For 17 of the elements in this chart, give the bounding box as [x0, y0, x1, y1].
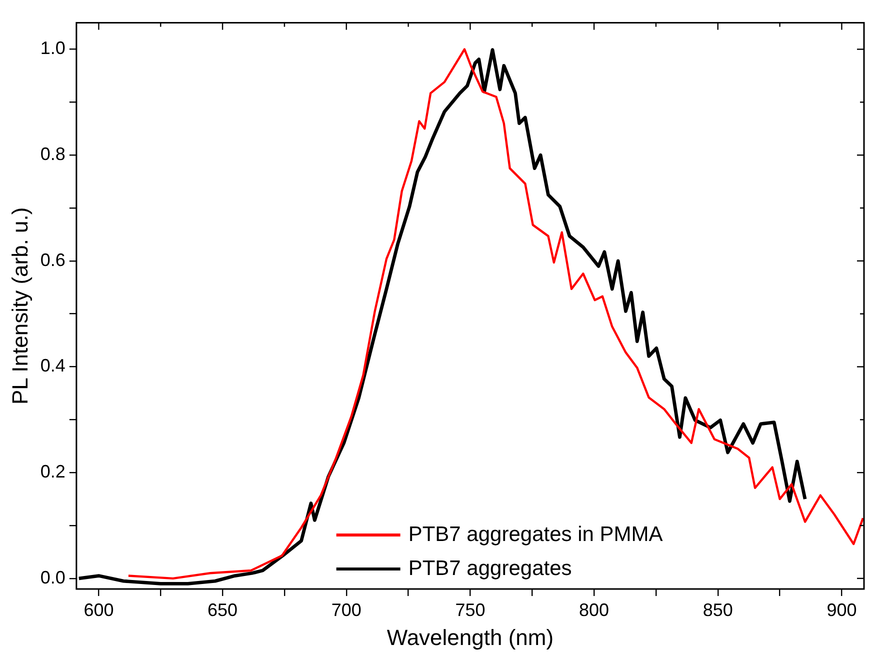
- x-tick-label: 850: [702, 600, 733, 620]
- y-tick-label: 0.0: [40, 567, 66, 588]
- y-tick-label: 0.4: [40, 356, 66, 376]
- x-tick-label: 700: [331, 600, 362, 620]
- y-axis-title: PL Intensity (arb. u.): [7, 207, 32, 405]
- y-tick-label: 0.2: [40, 462, 66, 482]
- legend-label: PTB7 aggregates: [408, 556, 572, 580]
- y-tick-label: 0.8: [40, 144, 66, 164]
- x-tick-label: 900: [826, 600, 857, 620]
- y-tick-label: 0.6: [40, 250, 66, 270]
- x-tick-label: 750: [455, 600, 486, 620]
- legend-label: PTB7 aggregates in PMMA: [408, 522, 663, 546]
- x-axis-title: Wavelength (nm): [386, 624, 554, 650]
- x-tick-label: 650: [208, 600, 238, 620]
- x-tick-label: 600: [84, 600, 114, 620]
- x-tick-label: 800: [579, 600, 610, 620]
- y-tick-label: 1.0: [40, 38, 66, 58]
